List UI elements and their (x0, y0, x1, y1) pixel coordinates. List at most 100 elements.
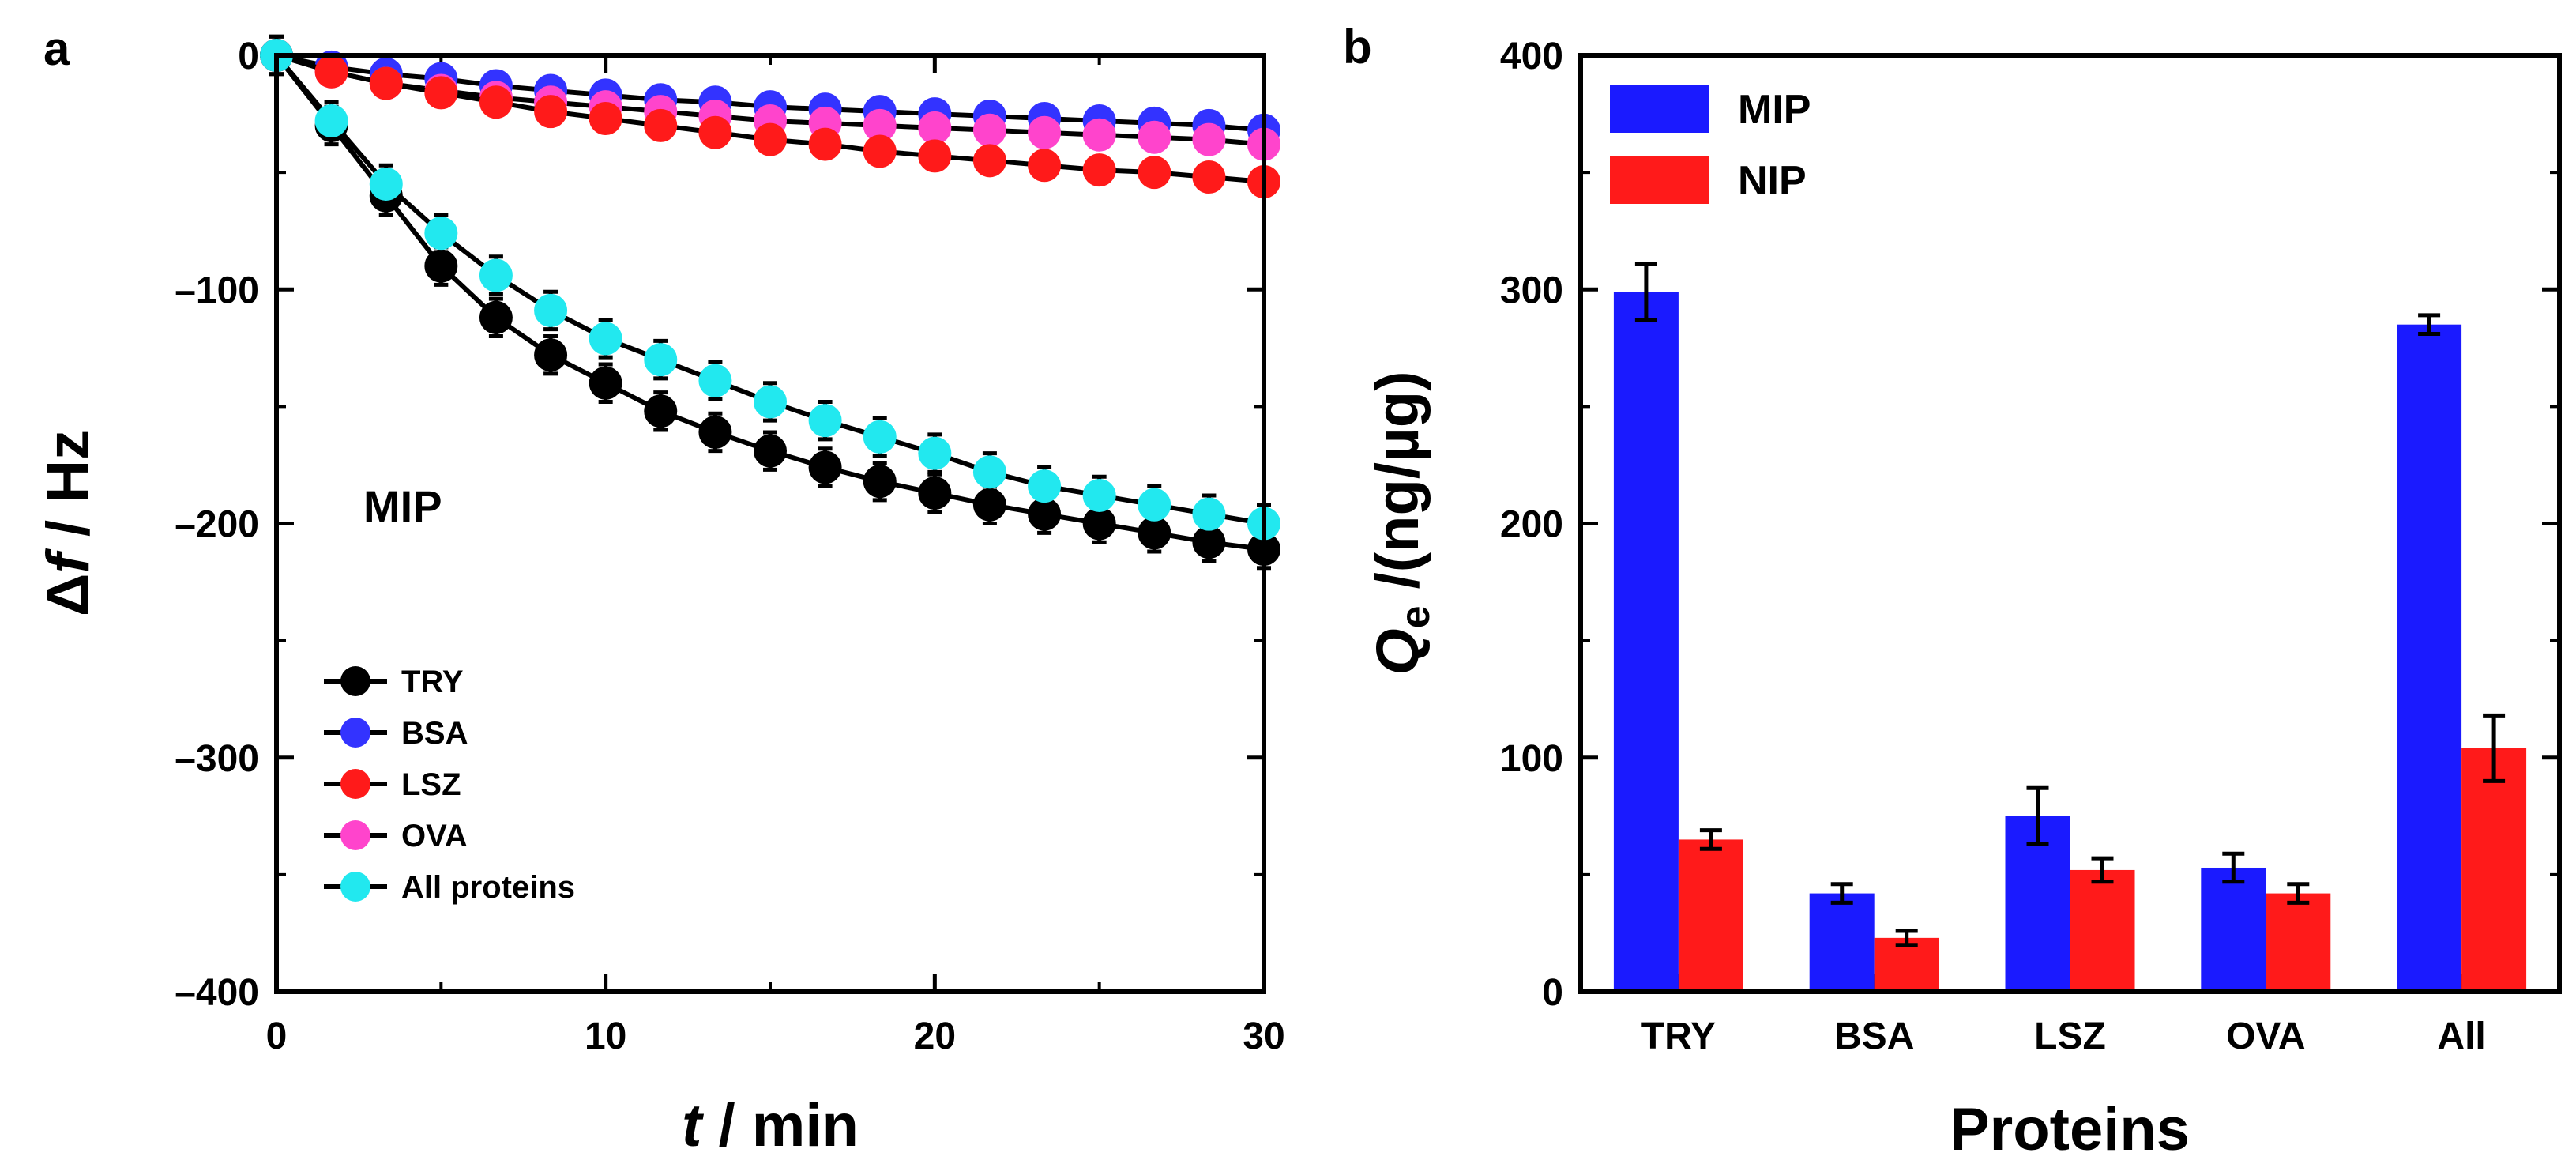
bar-nip-all (2461, 713, 2527, 992)
data-point (972, 455, 1006, 489)
bar (2070, 869, 2135, 992)
panel-a-ylabel-prefix: Δ (35, 573, 102, 616)
data-point (589, 322, 622, 356)
data-point (863, 465, 897, 499)
legend-swatch (1610, 85, 1709, 133)
data-point (1028, 115, 1062, 149)
data-point (479, 258, 513, 292)
legend-marker (340, 666, 370, 696)
x-tick-label: All (2437, 1015, 2485, 1057)
data-point (1082, 478, 1116, 512)
series-all-proteins (260, 34, 1280, 544)
y-tick-label: 100 (1500, 738, 1563, 780)
data-point (808, 127, 842, 161)
panel-b-x-axis-title: Proteins (1950, 1096, 2190, 1163)
data-point (1192, 122, 1226, 156)
panel-label-a: a (43, 22, 70, 75)
data-point (1138, 488, 1171, 522)
panel-b-tick-labels: 0 100 200 300 400 TRY BSA LSZ OVA All (1500, 36, 2486, 1057)
panel-a-xlabel-rest: / min (701, 1092, 858, 1159)
panel-a-line-chart: a 0 10 20 30 0 –100 –200 –300 –400 MIP TRY BSA LSZ… (35, 22, 1285, 1159)
panel-label-b: b (1343, 21, 1372, 73)
bar-mip-try (1613, 262, 1679, 992)
panel-a-ylabel-rest: / Hz (35, 430, 102, 553)
panel-a-x-axis-title: t / min (682, 1092, 859, 1159)
data-point (918, 436, 952, 470)
legend-item: NIP (1610, 156, 1807, 204)
data-point (589, 366, 622, 400)
panel-a-frame (274, 53, 1266, 994)
bar-mip-ova (2201, 851, 2266, 992)
legend-label: All proteins (401, 870, 575, 905)
panel-b-ylabel-italic: Q (1364, 628, 1431, 675)
data-point (918, 139, 952, 173)
panel-b-y-axis-title: Qe /(ng/µg) (1364, 371, 1438, 675)
data-point (1028, 149, 1062, 183)
legend-marker (340, 820, 370, 850)
y-tick-label: 200 (1500, 504, 1563, 546)
legend-item: BSA (324, 716, 468, 751)
panel-a-series (260, 34, 1280, 571)
bar (1678, 839, 1743, 992)
legend-label: MIP (1738, 87, 1811, 133)
data-point (424, 217, 458, 251)
x-tick-label: OVA (2226, 1015, 2305, 1057)
data-point (479, 300, 513, 334)
data-point (698, 364, 732, 397)
legend-label: TRY (401, 665, 464, 699)
panel-b-ylabel-sub: e (1393, 605, 1438, 628)
data-point (808, 450, 842, 484)
data-point (863, 134, 897, 168)
legend-item: MIP (1610, 85, 1811, 133)
bar-nip-bsa (1874, 929, 1939, 992)
y-tick-label: –100 (175, 269, 259, 311)
x-tick-label: 20 (914, 1015, 956, 1057)
data-point (314, 104, 348, 137)
data-point (972, 488, 1006, 522)
data-point (534, 338, 568, 372)
bar-mip-all (2397, 313, 2462, 992)
x-tick-label: 10 (585, 1015, 626, 1057)
bar (2266, 893, 2331, 992)
data-point (754, 385, 787, 419)
data-point (534, 293, 568, 327)
y-tick-label: 0 (238, 36, 259, 77)
legend-swatch (1610, 156, 1709, 204)
x-tick-label: 0 (266, 1015, 288, 1057)
y-tick-label: 0 (1542, 972, 1563, 1014)
legend-marker (340, 872, 370, 902)
panel-a-annotation: MIP (363, 481, 442, 531)
legend-marker (340, 769, 370, 799)
data-point (644, 343, 678, 377)
data-point (369, 66, 403, 100)
legend-label: OVA (401, 819, 468, 853)
data-point (1192, 497, 1226, 531)
data-point (534, 95, 568, 129)
data-point (424, 249, 458, 283)
data-point (863, 420, 897, 454)
data-point (754, 122, 787, 156)
data-point (698, 115, 732, 149)
y-tick-label: 300 (1500, 269, 1563, 311)
data-point (1082, 153, 1116, 187)
data-point (808, 404, 842, 438)
data-point (644, 394, 678, 428)
data-point (918, 111, 952, 145)
series-try (260, 34, 1280, 571)
data-point (424, 76, 458, 110)
legend-label: LSZ (401, 767, 461, 802)
bar-mip-lsz (2005, 785, 2070, 992)
bar-nip-try (1678, 828, 1743, 992)
data-point (479, 85, 513, 119)
panel-b-bars (1613, 262, 2527, 992)
data-point (698, 415, 732, 449)
panel-a-tick-labels: 0 10 20 30 0 –100 –200 –300 –400 (175, 36, 1284, 1057)
bar-nip-lsz (2070, 856, 2135, 992)
y-tick-label: –400 (175, 972, 259, 1014)
legend-item: All proteins (324, 870, 575, 905)
legend-label: NIP (1738, 158, 1807, 204)
panel-a-y-axis-title: Δf / Hz (35, 430, 102, 616)
data-point (369, 167, 403, 201)
legend-label: BSA (401, 716, 468, 751)
